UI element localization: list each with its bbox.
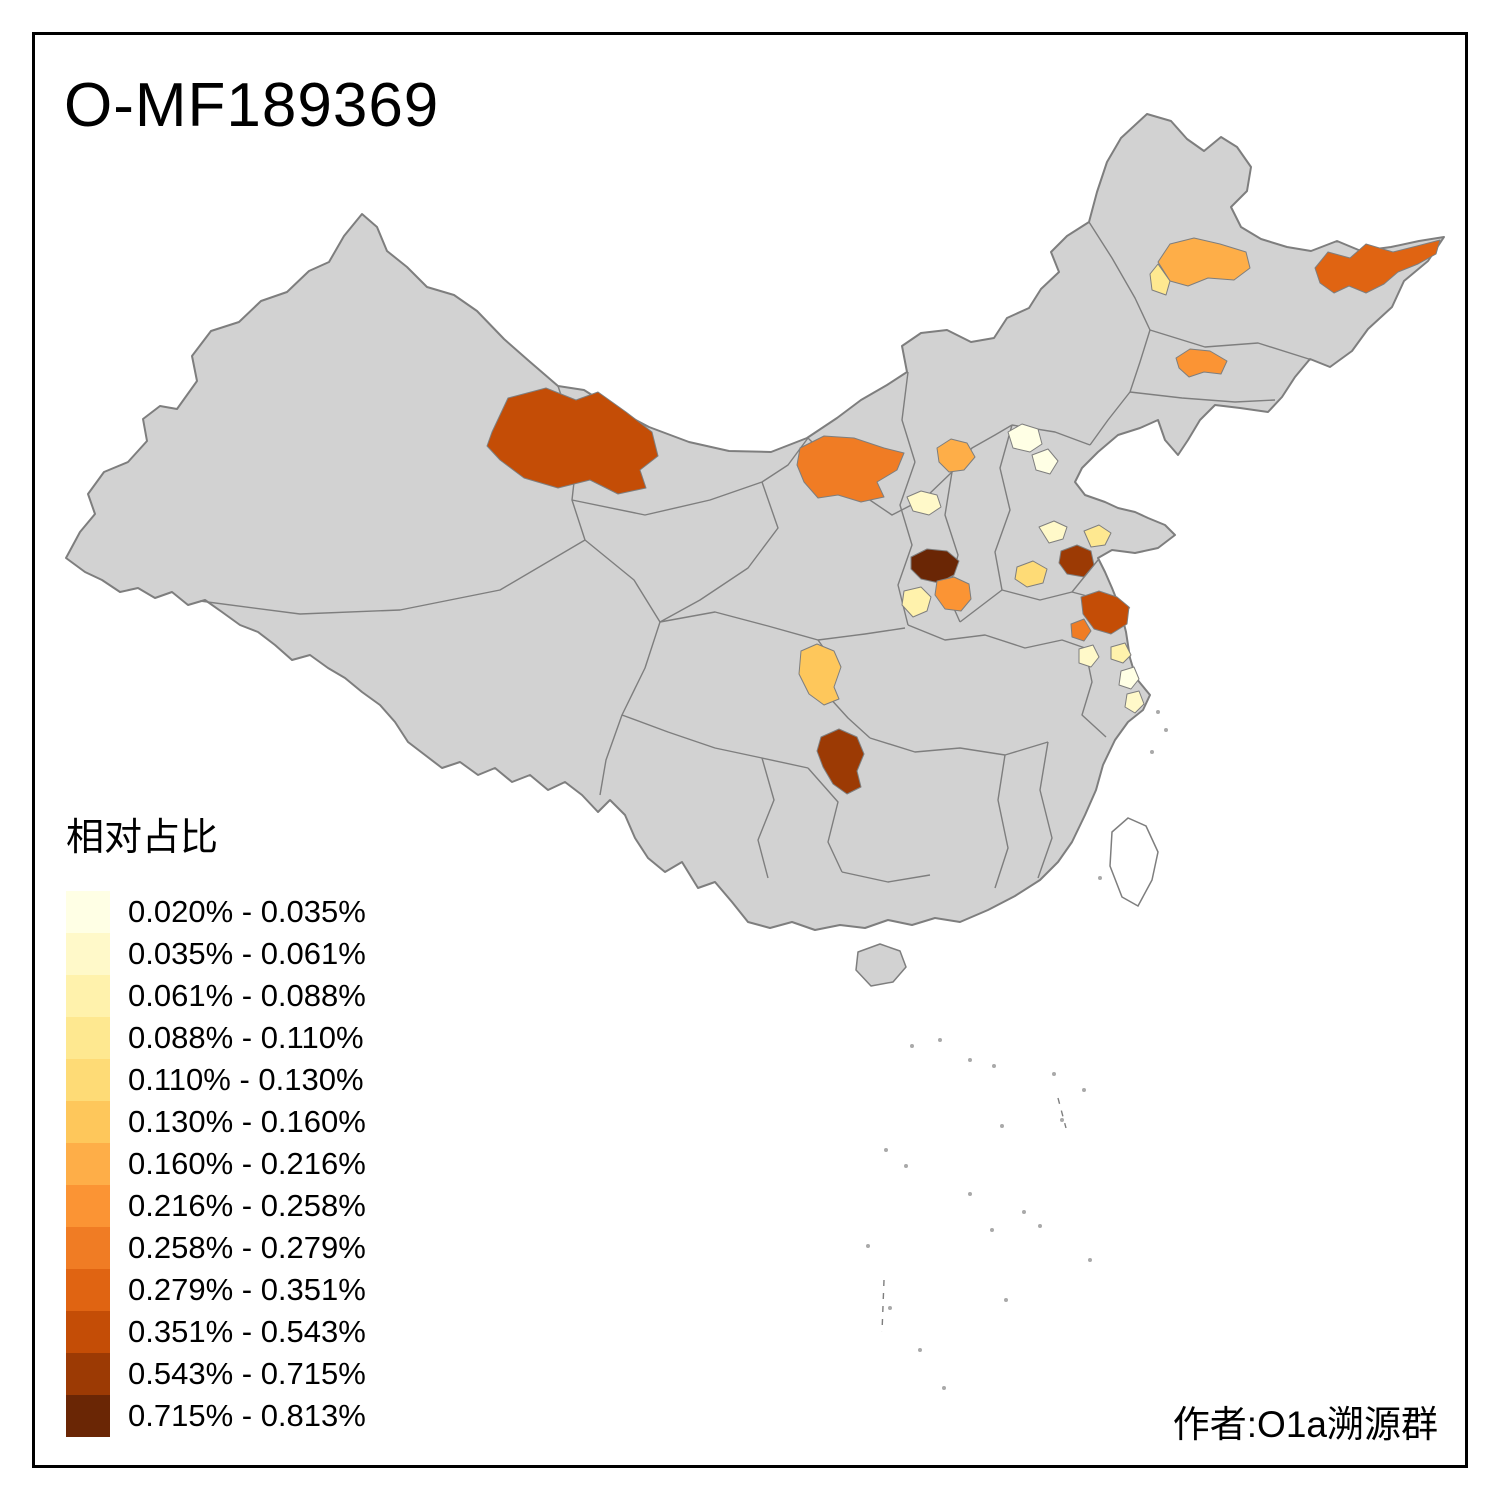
region-west-henan — [901, 586, 932, 618]
region-central-jiangsu — [1080, 590, 1130, 635]
region-west-jiangsu — [1070, 618, 1092, 642]
legend-label: 0.258% - 0.279% — [128, 1230, 366, 1265]
legend-label: 0.061% - 0.088% — [128, 978, 366, 1013]
hainan-island — [855, 943, 907, 987]
legend-item: 0.020% - 0.035% — [66, 891, 366, 933]
legend-swatch — [66, 1227, 110, 1269]
page-title: O-MF189369 — [64, 71, 440, 140]
legend-label: 0.543% - 0.715% — [128, 1356, 366, 1391]
legend-swatch — [66, 891, 110, 933]
region-south-shanxi — [910, 548, 960, 584]
legend-swatch — [66, 1353, 110, 1395]
legend-item: 0.035% - 0.061% — [66, 933, 366, 975]
plot-frame — [32, 32, 1468, 1468]
legend-item: 0.258% - 0.279% — [66, 1227, 366, 1269]
taiwan-island — [1109, 817, 1159, 908]
region-north-henan — [934, 576, 972, 612]
region-shanghai-north — [1118, 666, 1140, 690]
legend-item: 0.061% - 0.088% — [66, 975, 366, 1017]
region-southwest-shandong — [1058, 544, 1095, 578]
legend-title: 相对占比 — [66, 817, 219, 859]
legend-item: 0.715% - 0.813% — [66, 1395, 366, 1437]
region-shandong-peninsula — [1083, 524, 1112, 548]
legend-swatch — [66, 975, 110, 1017]
legend-swatch — [66, 933, 110, 975]
legend-label: 0.110% - 0.130% — [128, 1062, 364, 1097]
legend-label: 0.035% - 0.061% — [128, 936, 366, 971]
author-credit: 作者:O1a溯源群 — [1172, 1404, 1438, 1445]
legend-item: 0.351% - 0.543% — [66, 1311, 366, 1353]
legend-item: 0.130% - 0.160% — [66, 1101, 366, 1143]
legend-label: 0.088% - 0.110% — [128, 1020, 364, 1055]
region-northeast-inner-mongolia — [1157, 237, 1251, 287]
choropleth-regions — [486, 237, 1441, 795]
legend-item: 0.088% - 0.110% — [66, 1017, 366, 1059]
legend-swatch — [66, 1269, 110, 1311]
legend-item: 0.279% - 0.351% — [66, 1269, 366, 1311]
legend-swatch — [66, 1143, 110, 1185]
region-central-shanxi — [906, 490, 942, 516]
region-north-shanxi — [936, 438, 976, 473]
legend-swatch — [66, 1395, 110, 1437]
region-central-inner-mongolia — [796, 435, 905, 503]
legend-label: 0.351% - 0.543% — [128, 1314, 366, 1349]
legend-label: 0.160% - 0.216% — [128, 1146, 366, 1181]
south-china-sea-islets — [866, 710, 1168, 1390]
region-shanghai-south — [1124, 690, 1145, 714]
legend-label: 0.279% - 0.351% — [128, 1272, 366, 1307]
region-jiangsu-south — [1110, 642, 1132, 664]
region-east-henan-north — [1014, 560, 1048, 588]
region-beijing-south — [1031, 448, 1059, 475]
region-east-heilongjiang — [1314, 239, 1441, 294]
legend-label: 0.020% - 0.035% — [128, 894, 366, 929]
region-northeast-inner-mongolia-west — [1149, 263, 1171, 296]
region-anhui-north — [1078, 644, 1100, 668]
region-beijing-north — [1007, 423, 1043, 453]
region-north-xinjiang — [486, 387, 659, 495]
legend-swatch — [66, 1059, 110, 1101]
legend-item: 0.160% - 0.216% — [66, 1143, 366, 1185]
region-east-sichuan — [798, 643, 842, 706]
legend-item: 0.543% - 0.715% — [66, 1353, 366, 1395]
legend-label: 0.130% - 0.160% — [128, 1104, 366, 1139]
legend-swatch — [66, 1311, 110, 1353]
china-landmass — [65, 113, 1445, 931]
legend-swatch — [66, 1017, 110, 1059]
legend: 相对占比 0.020% - 0.035% 0.035% - 0.061% 0.0… — [66, 806, 366, 1437]
legend-item: 0.216% - 0.258% — [66, 1185, 366, 1227]
region-west-hunan — [816, 728, 865, 795]
legend-label: 0.216% - 0.258% — [128, 1188, 366, 1223]
legend-swatch — [66, 1185, 110, 1227]
region-central-jilin — [1175, 348, 1228, 378]
legend-swatch — [66, 1101, 110, 1143]
legend-label: 0.715% - 0.813% — [128, 1398, 366, 1433]
legend-item: 0.110% - 0.130% — [66, 1059, 366, 1101]
region-north-shandong — [1038, 520, 1068, 544]
